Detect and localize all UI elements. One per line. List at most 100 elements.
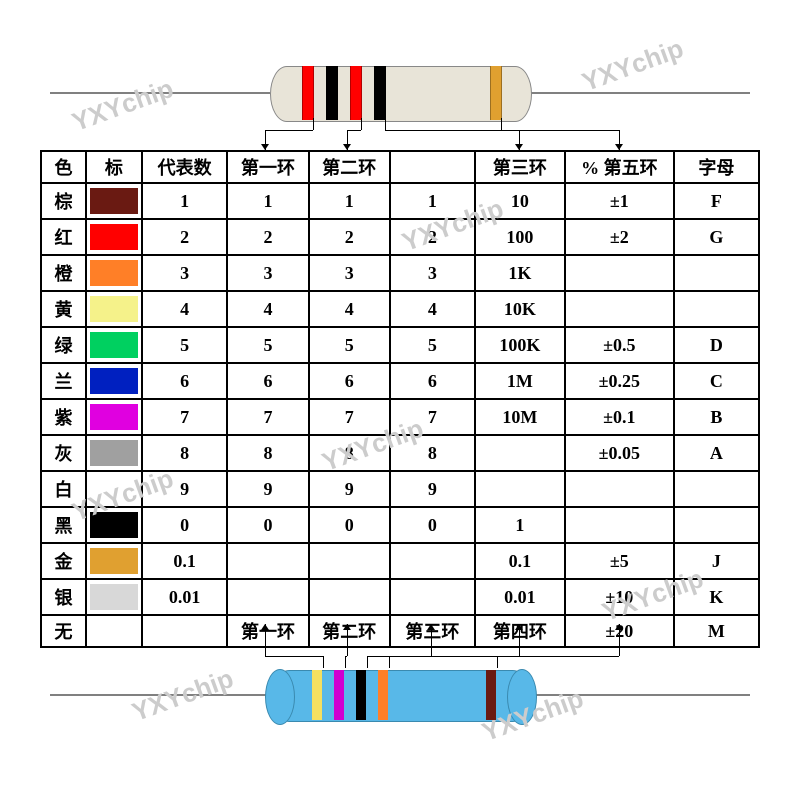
table-cell: 4	[309, 291, 390, 327]
resistor-band	[374, 66, 386, 120]
table-cell: 0	[142, 507, 228, 543]
table-cell: 第一环	[227, 615, 308, 647]
table-cell: 兰	[41, 363, 86, 399]
color-swatch	[90, 440, 138, 466]
table-header: 第一环	[227, 151, 308, 183]
table-cell	[390, 579, 475, 615]
table-cell: 8	[390, 435, 475, 471]
table-cell: ±0.1	[565, 399, 674, 435]
table-row: 兰66661M±0.25C	[41, 363, 759, 399]
resistor-band	[486, 670, 496, 720]
color-swatch	[90, 404, 138, 430]
table-cell	[142, 615, 228, 647]
table-cell: 7	[390, 399, 475, 435]
table-row: 黄444410K	[41, 291, 759, 327]
table-header: 字母	[674, 151, 759, 183]
table-cell: 白	[41, 471, 86, 507]
table-cell: ±0.25	[565, 363, 674, 399]
table-cell: D	[674, 327, 759, 363]
table-cell	[565, 291, 674, 327]
table-cell	[674, 291, 759, 327]
table-cell: 紫	[41, 399, 86, 435]
color-swatch	[90, 368, 138, 394]
table-cell: A	[674, 435, 759, 471]
table-cell: 2	[309, 219, 390, 255]
table-cell: 4	[142, 291, 228, 327]
table-cell: ±0.05	[565, 435, 674, 471]
color-swatch	[90, 188, 138, 214]
table-cell: 100K	[475, 327, 565, 363]
table-cell: 2	[390, 219, 475, 255]
table-cell: 1	[142, 183, 228, 219]
color-swatch	[90, 296, 138, 322]
table-cell: ±10	[565, 579, 674, 615]
table-cell: 8	[142, 435, 228, 471]
color-swatch-cell	[86, 183, 142, 219]
table-cell: C	[674, 363, 759, 399]
table-cell: 0.01	[475, 579, 565, 615]
table-cell: 1	[309, 183, 390, 219]
resistor-band	[302, 66, 314, 120]
color-swatch-cell	[86, 399, 142, 435]
table-cell: J	[674, 543, 759, 579]
table-cell: 9	[309, 471, 390, 507]
table-cell: 3	[227, 255, 308, 291]
table-cell: 第三环	[390, 615, 475, 647]
table-cell: 10	[475, 183, 565, 219]
table-cell: 8	[309, 435, 390, 471]
table-cell: 100	[475, 219, 565, 255]
table-cell	[309, 579, 390, 615]
table-header: 第三环	[475, 151, 565, 183]
table-row: 棕111110±1F	[41, 183, 759, 219]
table-cell: 6	[227, 363, 308, 399]
table-cell: 6	[309, 363, 390, 399]
resistor-lead-left	[50, 92, 270, 94]
table-cell: 0	[309, 507, 390, 543]
table-cell	[390, 543, 475, 579]
color-swatch	[90, 224, 138, 250]
color-swatch-cell	[86, 507, 142, 543]
table-cell: 4	[227, 291, 308, 327]
table-cell: 7	[227, 399, 308, 435]
table-cell: 9	[390, 471, 475, 507]
table-cell: 1	[227, 183, 308, 219]
table-cell: 4	[390, 291, 475, 327]
table-cell: 3	[390, 255, 475, 291]
table-cell: 黑	[41, 507, 86, 543]
table-cell: 1	[475, 507, 565, 543]
table-cell: 5	[309, 327, 390, 363]
table-cell: 3	[309, 255, 390, 291]
table-row: 黑00001	[41, 507, 759, 543]
table-cell: 金	[41, 543, 86, 579]
color-swatch-cell	[86, 615, 142, 647]
table-cell: B	[674, 399, 759, 435]
table-cell: 5	[390, 327, 475, 363]
table-cell: 5	[142, 327, 228, 363]
table-cell: ±2	[565, 219, 674, 255]
table-cell: 灰	[41, 435, 86, 471]
table-header: % 第五环	[565, 151, 674, 183]
table-cell: 红	[41, 219, 86, 255]
table-cell: 9	[227, 471, 308, 507]
table-row: 紫777710M±0.1B	[41, 399, 759, 435]
color-swatch	[90, 332, 138, 358]
resistor-lead-right	[530, 92, 750, 94]
table-cell: 棕	[41, 183, 86, 219]
table-cell: F	[674, 183, 759, 219]
table-cell: 绿	[41, 327, 86, 363]
table-row: 橙33331K	[41, 255, 759, 291]
table-cell: 6	[390, 363, 475, 399]
table-cell: 黄	[41, 291, 86, 327]
table-cell	[475, 471, 565, 507]
color-swatch-cell	[86, 543, 142, 579]
table-cell	[565, 255, 674, 291]
table-cell	[227, 579, 308, 615]
table-cell	[674, 471, 759, 507]
resistor-band	[334, 670, 344, 720]
color-swatch-cell	[86, 579, 142, 615]
color-swatch	[90, 548, 138, 574]
table-cell	[309, 543, 390, 579]
table-header: 标	[86, 151, 142, 183]
table-cell: 1	[390, 183, 475, 219]
table-cell: 7	[142, 399, 228, 435]
